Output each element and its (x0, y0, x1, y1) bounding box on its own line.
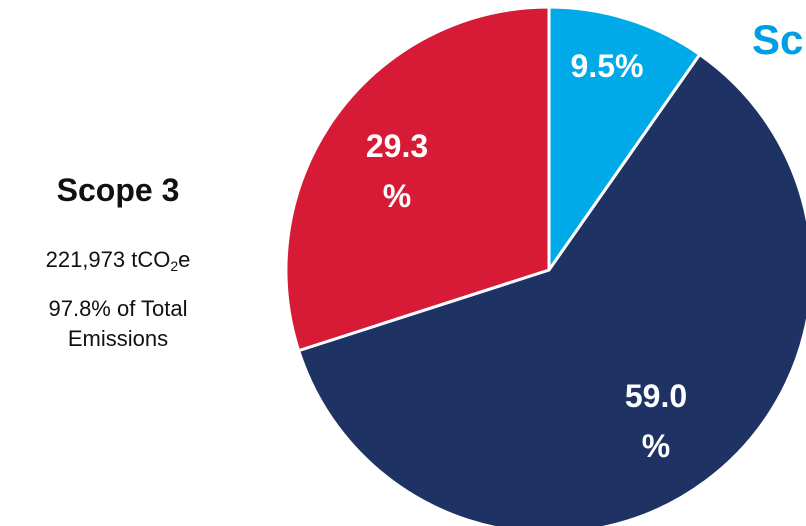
slice-label-2-unit: % (642, 428, 670, 464)
slice-label-2: 59.0 (625, 378, 687, 414)
slice-label-1: 9.5% (571, 48, 644, 84)
pie-slices (286, 7, 806, 526)
slice-label-3-unit: % (383, 178, 411, 214)
slice-label-3: 29.3 (366, 128, 428, 164)
corner-heading: Sc (752, 14, 803, 66)
